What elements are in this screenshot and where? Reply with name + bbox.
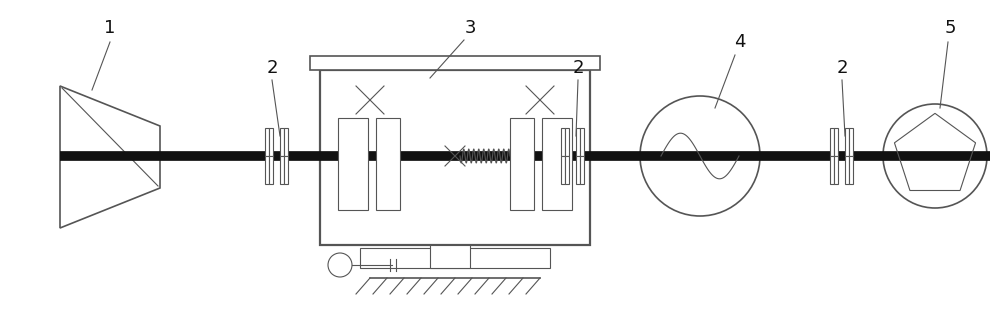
Bar	[510, 118, 534, 210]
Bar	[280, 128, 284, 156]
Bar	[845, 128, 849, 156]
Text: 4: 4	[734, 33, 746, 51]
Bar	[284, 128, 288, 156]
Bar	[834, 156, 838, 184]
Bar	[830, 128, 834, 156]
Text: 2: 2	[266, 59, 278, 77]
Bar	[338, 118, 368, 210]
Bar	[576, 128, 580, 156]
Bar	[542, 118, 572, 210]
Circle shape	[328, 253, 352, 277]
Text: 2: 2	[836, 59, 848, 77]
Bar	[360, 248, 550, 268]
Bar	[849, 128, 853, 156]
Bar	[310, 56, 600, 70]
Bar	[430, 245, 470, 268]
Bar	[849, 156, 853, 184]
Text: 3: 3	[464, 19, 476, 37]
Bar	[269, 128, 273, 156]
Bar	[269, 156, 273, 184]
Bar	[845, 156, 849, 184]
Bar	[576, 156, 580, 184]
Text: 2: 2	[572, 59, 584, 77]
Bar	[565, 156, 569, 184]
Polygon shape	[60, 86, 160, 228]
Bar	[265, 156, 269, 184]
Bar	[280, 156, 284, 184]
Circle shape	[883, 104, 987, 208]
Bar	[284, 156, 288, 184]
Text: 1: 1	[104, 19, 116, 37]
Bar	[320, 70, 590, 245]
Circle shape	[640, 96, 760, 216]
Bar	[561, 156, 565, 184]
Bar	[565, 128, 569, 156]
Text: 5: 5	[944, 19, 956, 37]
Bar	[830, 156, 834, 184]
Bar	[580, 156, 584, 184]
Bar	[265, 128, 269, 156]
Bar	[834, 128, 838, 156]
Bar	[580, 128, 584, 156]
Bar	[561, 128, 565, 156]
Bar	[376, 118, 400, 210]
